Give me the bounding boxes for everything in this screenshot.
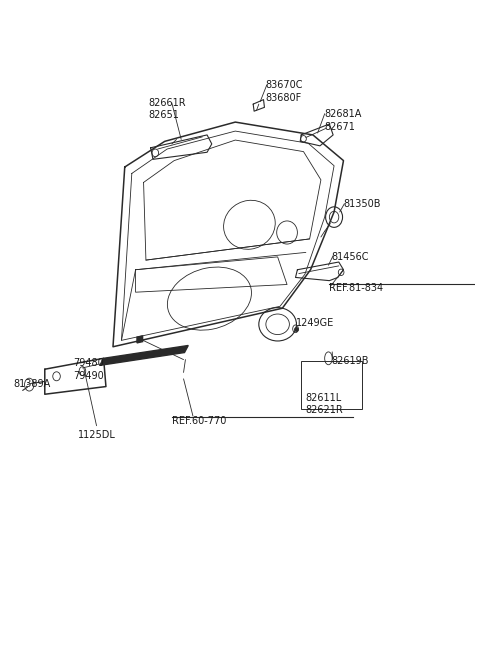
Polygon shape	[137, 336, 143, 343]
Text: 81389A: 81389A	[13, 379, 50, 389]
Text: 81456C: 81456C	[332, 252, 369, 262]
Text: 82661R
82651: 82661R 82651	[148, 98, 186, 120]
Text: 82619B: 82619B	[332, 356, 369, 366]
Text: 82611L
82621R: 82611L 82621R	[306, 393, 344, 415]
Text: 79480
79490: 79480 79490	[73, 358, 104, 381]
Text: REF.81-834: REF.81-834	[329, 282, 384, 293]
Text: 82681A
82671: 82681A 82671	[324, 109, 362, 132]
Text: 83670C
83680F: 83670C 83680F	[266, 81, 303, 103]
Polygon shape	[100, 345, 188, 365]
Text: 1249GE: 1249GE	[296, 318, 334, 328]
Text: 1125DL: 1125DL	[78, 430, 116, 440]
Text: 81350B: 81350B	[344, 199, 381, 209]
Bar	[301, 361, 362, 409]
Text: REF.60-770: REF.60-770	[172, 416, 226, 426]
